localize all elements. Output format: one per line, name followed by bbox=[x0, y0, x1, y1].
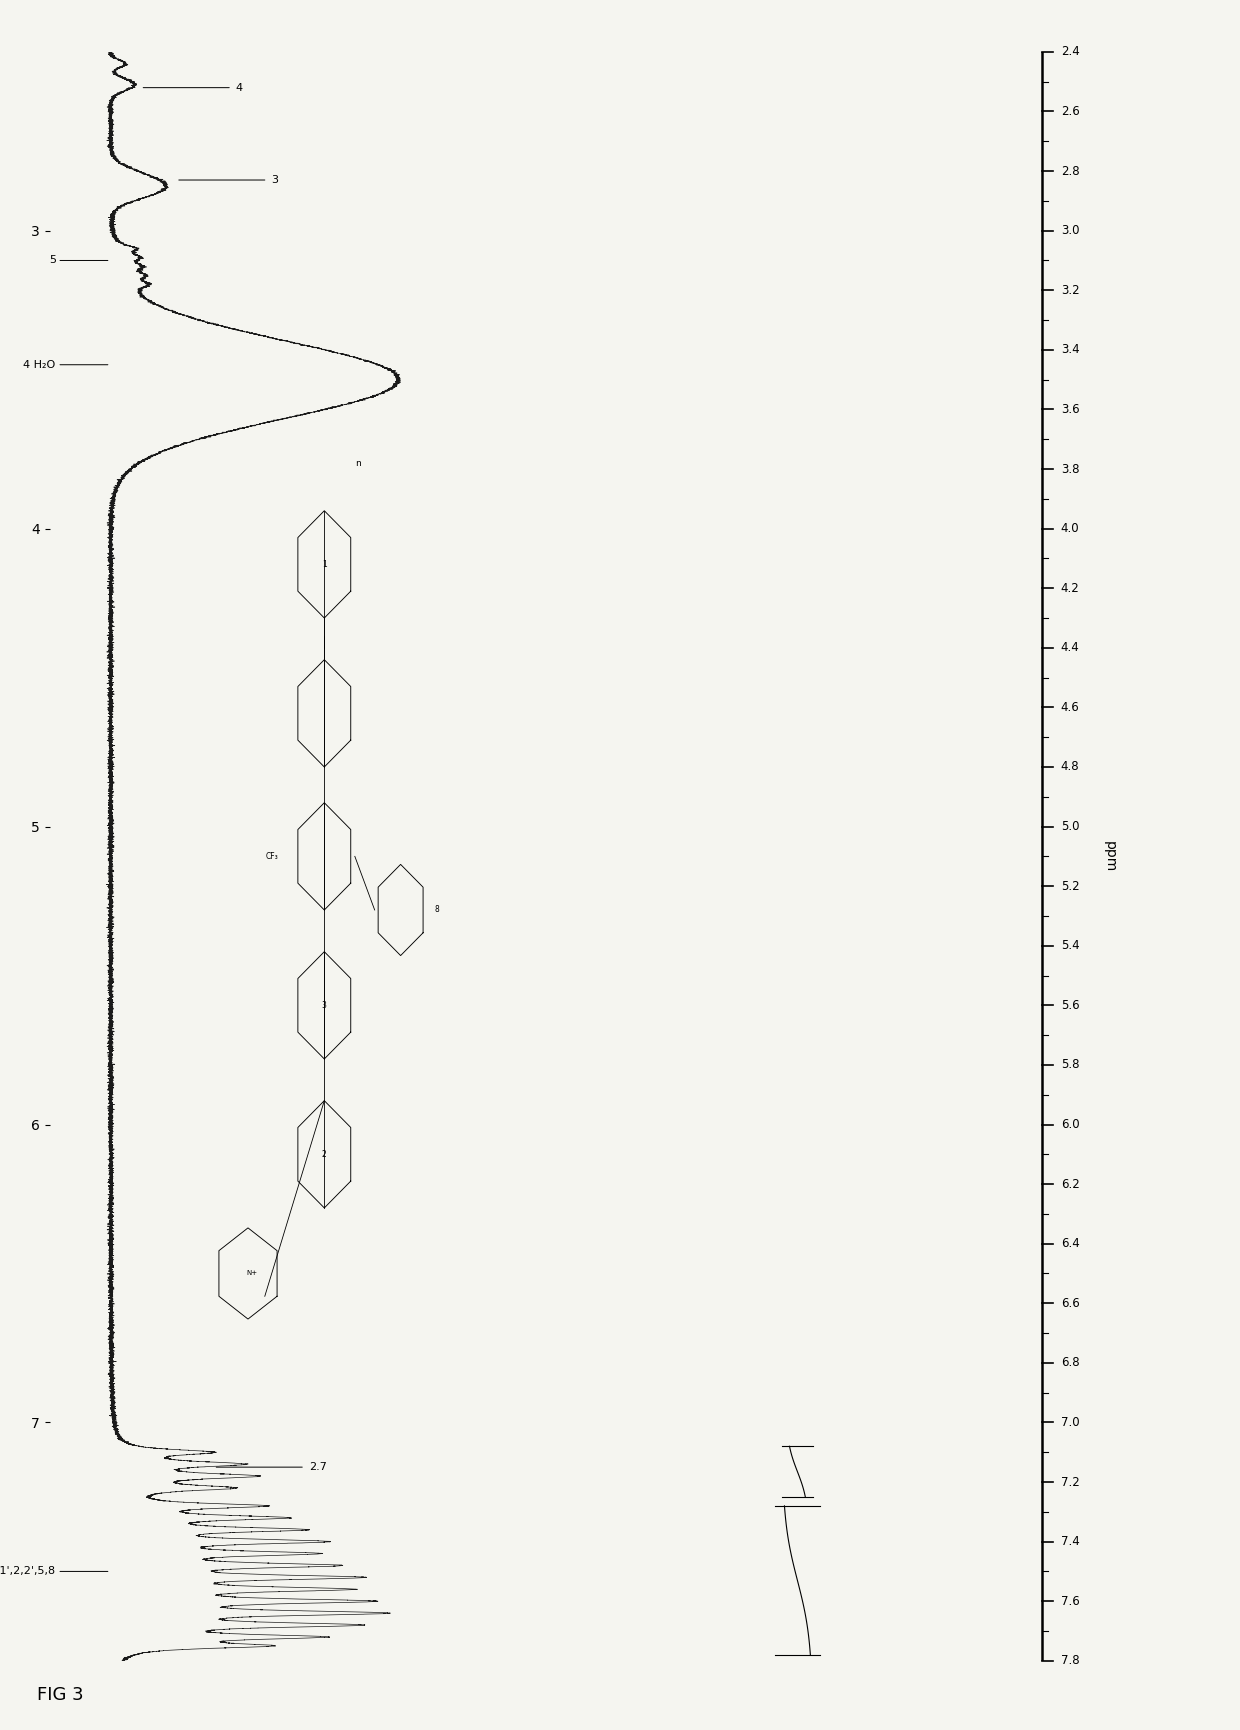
Text: 4: 4 bbox=[236, 83, 243, 93]
Text: 3.0: 3.0 bbox=[1060, 225, 1079, 237]
Text: 3.2: 3.2 bbox=[1060, 284, 1079, 298]
Text: 2.4: 2.4 bbox=[1060, 45, 1080, 59]
Text: 5.6: 5.6 bbox=[1060, 998, 1079, 1012]
Text: 6.8: 6.8 bbox=[1060, 1356, 1079, 1370]
Text: 1: 1 bbox=[322, 561, 326, 569]
Text: 4.0: 4.0 bbox=[1060, 522, 1079, 535]
Text: ppm: ppm bbox=[1102, 841, 1117, 872]
Text: 7.6: 7.6 bbox=[1060, 1595, 1080, 1607]
Text: 8: 8 bbox=[434, 905, 439, 915]
Text: 3: 3 bbox=[322, 1002, 327, 1010]
Text: 4.4: 4.4 bbox=[1060, 642, 1080, 654]
Text: 7.8: 7.8 bbox=[1060, 1654, 1079, 1668]
Text: 3.4: 3.4 bbox=[1060, 343, 1079, 356]
Text: 3.8: 3.8 bbox=[1060, 462, 1079, 476]
Text: 5.8: 5.8 bbox=[1060, 1059, 1079, 1071]
Text: 7.0: 7.0 bbox=[1060, 1415, 1079, 1429]
Text: 6.2: 6.2 bbox=[1060, 1178, 1080, 1190]
Text: 7.2: 7.2 bbox=[1060, 1476, 1080, 1488]
Text: 1,1',2,2',5,8: 1,1',2,2',5,8 bbox=[0, 1566, 56, 1576]
Text: 2.6: 2.6 bbox=[1060, 106, 1080, 118]
Text: 6.4: 6.4 bbox=[1060, 1237, 1080, 1251]
Text: 6.0: 6.0 bbox=[1060, 1118, 1079, 1131]
Text: 5.4: 5.4 bbox=[1060, 939, 1079, 952]
Text: 4.6: 4.6 bbox=[1060, 701, 1080, 714]
Text: 5.2: 5.2 bbox=[1060, 879, 1079, 893]
Text: FIG 3: FIG 3 bbox=[37, 1687, 84, 1704]
Text: 5: 5 bbox=[48, 256, 56, 265]
Text: 2.8: 2.8 bbox=[1060, 164, 1079, 178]
Text: 4 H₂O: 4 H₂O bbox=[24, 360, 56, 370]
Text: 3.6: 3.6 bbox=[1060, 403, 1079, 415]
Text: 2: 2 bbox=[322, 1150, 326, 1159]
Text: 5.0: 5.0 bbox=[1060, 820, 1079, 834]
Text: 4.8: 4.8 bbox=[1060, 761, 1079, 773]
Text: 6.6: 6.6 bbox=[1060, 1298, 1080, 1310]
Text: 3: 3 bbox=[272, 175, 279, 185]
Text: CF₃: CF₃ bbox=[265, 851, 279, 862]
Text: 7.4: 7.4 bbox=[1060, 1535, 1080, 1548]
Text: n: n bbox=[355, 458, 361, 467]
Text: 2.7: 2.7 bbox=[309, 1462, 326, 1472]
Text: 4.2: 4.2 bbox=[1060, 581, 1080, 595]
Text: N+: N+ bbox=[247, 1270, 258, 1277]
